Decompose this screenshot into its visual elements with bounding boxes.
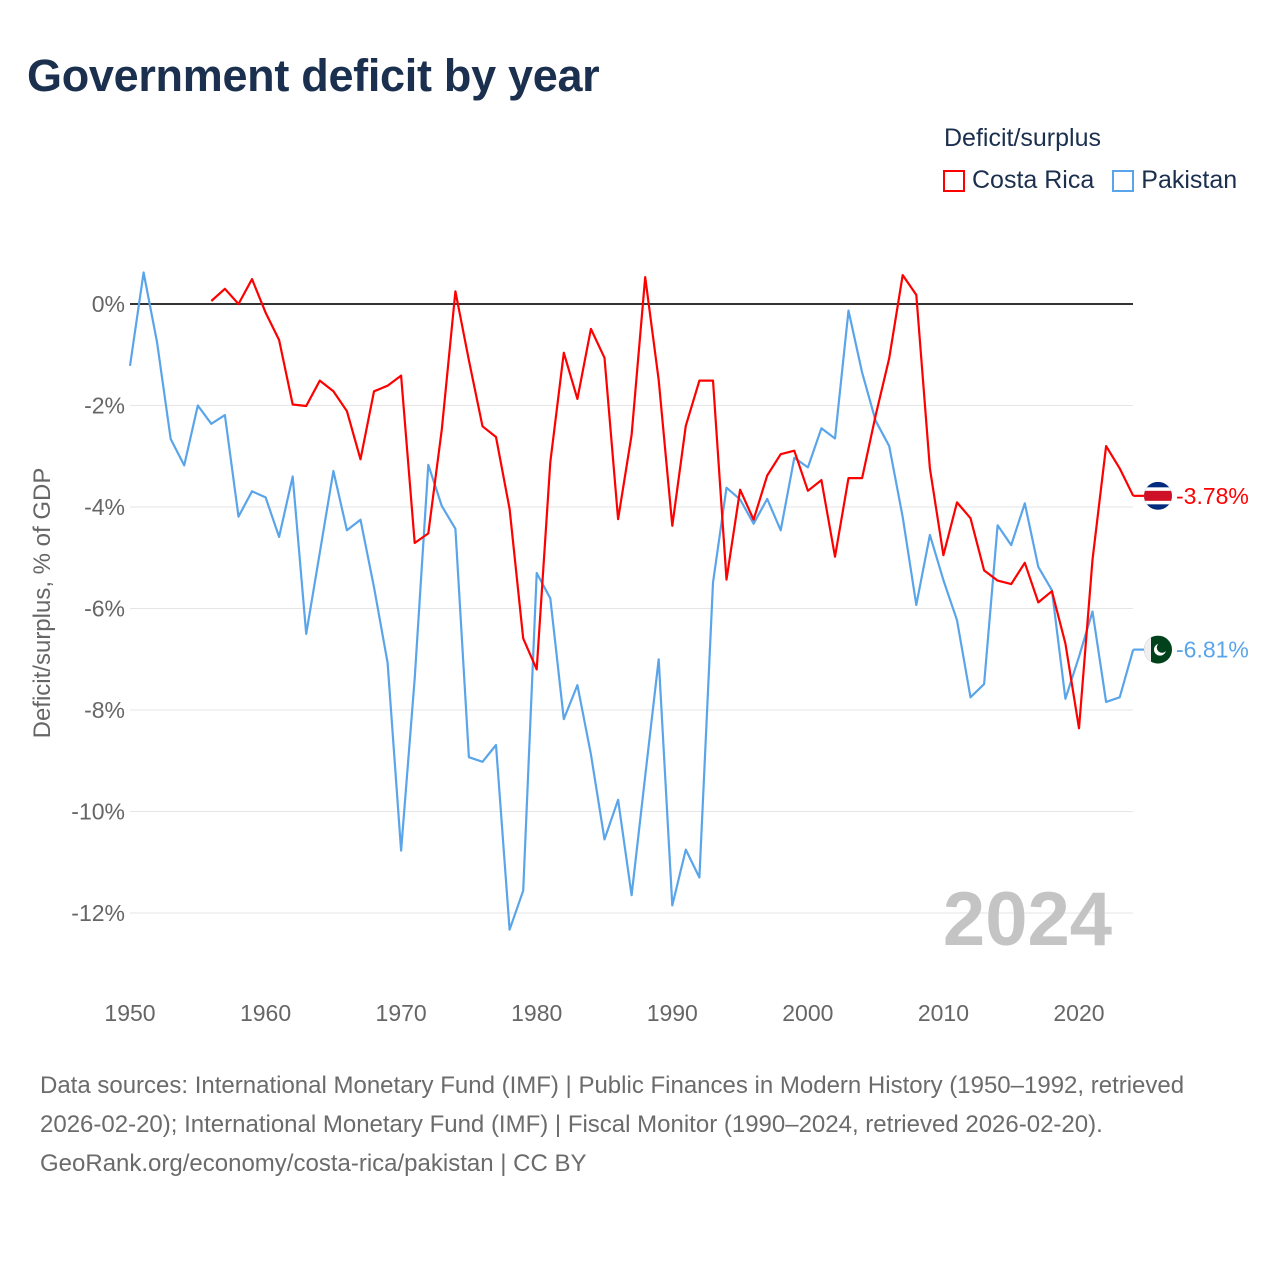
x-tick-label: 2020 <box>1053 1000 1104 1026</box>
gridlines <box>130 303 1133 914</box>
y-tick-label: -2% <box>84 393 125 419</box>
year-watermark: 2024 <box>943 877 1112 962</box>
y-tick-label: -6% <box>84 596 125 622</box>
x-tick-label: 1960 <box>240 1000 291 1026</box>
y-tick-label: -12% <box>71 900 125 926</box>
y-tick-label: 0% <box>92 291 125 317</box>
legend-label: Costa Rica <box>972 166 1095 194</box>
credit-link[interactable]: GeoRank.org/economy/costa-rica/pakistan … <box>40 1150 587 1177</box>
x-tick-label: 2010 <box>918 1000 969 1026</box>
x-tick-label: 1990 <box>647 1000 698 1026</box>
end-labels: -6.81% -3.78% <box>1144 481 1249 664</box>
x-tick-label: 2000 <box>782 1000 833 1026</box>
footer: Data sources: International Monetary Fun… <box>40 1066 1250 1183</box>
legend-label: Pakistan <box>1141 166 1238 194</box>
costa-rica-flag-icon <box>1144 481 1172 510</box>
x-tick-label: 1950 <box>104 1000 155 1026</box>
y-tick-label: -10% <box>71 799 125 825</box>
x-tick-label: 1970 <box>376 1000 427 1026</box>
y-tick-label: -8% <box>84 697 125 723</box>
y-axis-ticks: 0% -2% -4% -6% -8% -10% -12% <box>71 291 125 926</box>
legend-item-costa-rica[interactable]: Costa Rica <box>943 166 1094 195</box>
y-tick-label: -4% <box>84 494 125 520</box>
legend-item-pakistan[interactable]: Pakistan <box>1112 166 1237 195</box>
x-tick-label: 1980 <box>511 1000 562 1026</box>
pakistan-flag-icon <box>1144 635 1172 664</box>
y-axis-title: Deficit/surplus, % of GDP <box>29 468 56 739</box>
chart-title: Government deficit by year <box>27 50 600 101</box>
end-value-label: -3.78% <box>1176 483 1249 509</box>
series-line-pakistan[interactable] <box>128 271 1135 931</box>
legend-swatch-pakistan <box>1112 169 1135 192</box>
legend-title: Deficit/surplus <box>944 124 1101 152</box>
end-value-label: -6.81% <box>1176 637 1249 663</box>
legend: Costa Rica Pakistan <box>943 166 1237 195</box>
series-lines <box>128 271 1145 931</box>
data-sources: Data sources: International Monetary Fun… <box>40 1072 1185 1138</box>
series-line-costa-rica[interactable] <box>210 274 1135 730</box>
legend-swatch-costa-rica <box>943 169 965 192</box>
x-axis-ticks: 1950 1960 1970 1980 1990 2000 2010 2020 <box>104 1000 1104 1026</box>
